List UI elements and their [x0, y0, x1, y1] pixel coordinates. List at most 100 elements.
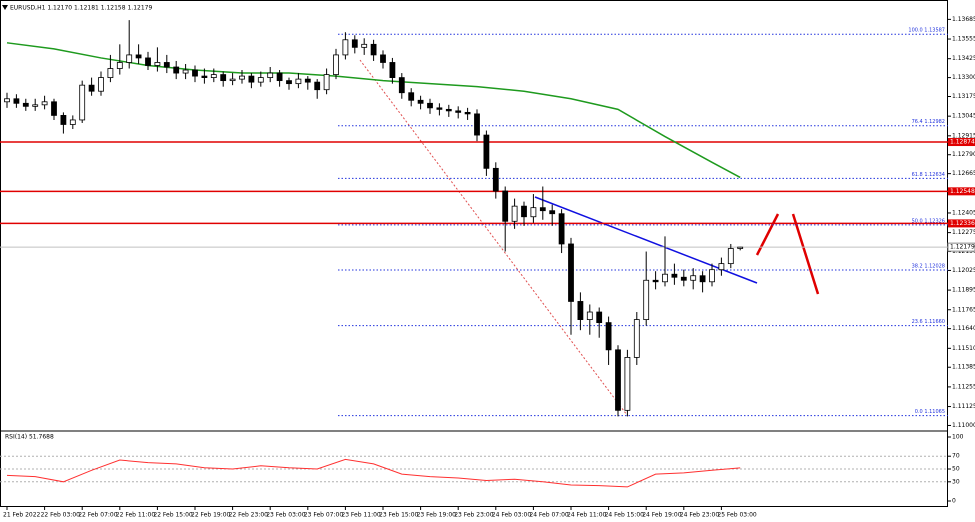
y-tick-label: 1.13175 [952, 93, 975, 100]
candle-body [398, 77, 405, 94]
level-tag [948, 187, 975, 196]
candle-body [680, 276, 687, 281]
candle-body [699, 275, 706, 283]
price-tag [947, 242, 975, 252]
x-tick-label: 24 Feb 03:00 [492, 512, 532, 519]
candle-body [4, 98, 10, 103]
y-tick-label: 1.13045 [952, 113, 975, 120]
candle-body [41, 101, 48, 106]
y-tick-label: 1.11000 [952, 422, 975, 429]
menu-icon[interactable] [2, 5, 8, 10]
candle-body [295, 78, 302, 85]
rsi-tick-label: 50 [952, 466, 960, 473]
candle-body [51, 101, 57, 116]
candle-body [79, 84, 86, 121]
candle-body [464, 111, 471, 115]
candle-body [718, 263, 725, 271]
x-tick-label: 24 Feb 11:00 [567, 512, 607, 519]
candle-body [370, 43, 377, 56]
x-tick-label: 22 Feb 03:00 [41, 512, 81, 519]
candle-body [380, 54, 386, 63]
x-tick-label: 22 Feb 11:00 [116, 512, 156, 519]
x-tick-label: 22 Feb 07:00 [78, 512, 118, 519]
frame [0, 0, 948, 507]
candle-body [60, 115, 67, 125]
candle-body [568, 243, 574, 302]
y-tick-label: 1.11765 [952, 306, 975, 313]
candle-body [662, 273, 668, 283]
level-tag [948, 219, 975, 228]
level-label: 1.12874 [950, 139, 975, 146]
x-tick-label: 23 Feb 11:00 [341, 512, 381, 519]
candle-body [351, 39, 358, 48]
candle-body [267, 72, 274, 78]
candle-body [116, 62, 123, 69]
candle-body [445, 108, 452, 112]
fib-label: 61.8 1.12634 [912, 172, 945, 178]
level-label: 1.12548 [950, 188, 975, 195]
candle-body [455, 110, 462, 113]
chart-title: EURUSD,H1 1.12170 1.12181 1.12158 1.1217… [10, 5, 152, 12]
candle-body [671, 273, 678, 278]
x-tick-label: 25 Feb 03:00 [717, 512, 757, 519]
candle-body [210, 74, 217, 78]
candle-body [88, 84, 95, 92]
candle-body [483, 134, 490, 169]
candle-body [737, 246, 744, 249]
rsi-tick-label: 100 [952, 434, 964, 441]
candle-body [257, 77, 264, 83]
moving-average [6, 42, 741, 179]
x-tick-label: 23 Feb 19:00 [417, 512, 457, 519]
candle-body [690, 275, 697, 281]
candle-body [182, 69, 189, 74]
candle-body [502, 190, 509, 222]
candle-body [727, 248, 734, 265]
candle-body [436, 107, 443, 110]
candle-body [633, 319, 640, 358]
rsi-tick-label: 70 [952, 453, 960, 460]
x-tick-label: 22 Feb 19:00 [191, 512, 231, 519]
y-tick-label: 1.12275 [952, 229, 975, 236]
x-tick-label: 23 Feb 07:00 [304, 512, 344, 519]
candle-body [511, 205, 518, 222]
candle-body [361, 43, 368, 48]
candle-body [32, 104, 39, 107]
candle-body [643, 279, 650, 320]
x-tick-label: 24 Feb 07:00 [529, 512, 569, 519]
fib-label: 38.2 1.12028 [912, 263, 945, 269]
candle-body [220, 74, 227, 82]
x-tick-label: 23 Feb 15:00 [379, 512, 419, 519]
candle-body [521, 205, 527, 218]
y-tick-label: 1.11510 [952, 345, 975, 352]
level-label: 1.12336 [950, 220, 975, 227]
candle-body [333, 54, 339, 75]
y-tick-label: 1.11125 [952, 403, 975, 410]
fib-label: 50.0 1.12326 [912, 218, 945, 224]
candle-body [276, 72, 283, 82]
candle-body [135, 54, 142, 59]
y-tick-label: 1.13425 [952, 55, 975, 62]
candle-body [13, 98, 20, 104]
rsi-line [6, 458, 741, 488]
candle-body [286, 80, 292, 85]
x-tick-label: 22 Feb 15:00 [153, 512, 193, 519]
rsi-title: RSI(14) 51.7688 [5, 434, 54, 441]
y-tick-label: 1.12790 [952, 151, 975, 158]
y-tick-label: 1.13685 [952, 16, 975, 23]
candle-body [192, 69, 198, 77]
candle-body [417, 99, 424, 104]
arrow-up [755, 213, 780, 256]
arrow-down [791, 213, 820, 295]
fib-label: 100.0 1.13587 [908, 28, 945, 34]
y-tick-label: 1.11255 [952, 383, 975, 390]
x-tick-label: 22 Feb 23:00 [229, 512, 269, 519]
candle-body [474, 113, 480, 136]
candle-body [323, 74, 330, 91]
candle-body [427, 102, 433, 109]
candle-body [408, 92, 415, 101]
x-tick-label: 21 Feb 2022 [3, 512, 41, 519]
y-tick-label: 1.13300 [952, 74, 975, 81]
candle-body [624, 357, 631, 411]
y-tick-label: 1.11895 [952, 287, 975, 294]
